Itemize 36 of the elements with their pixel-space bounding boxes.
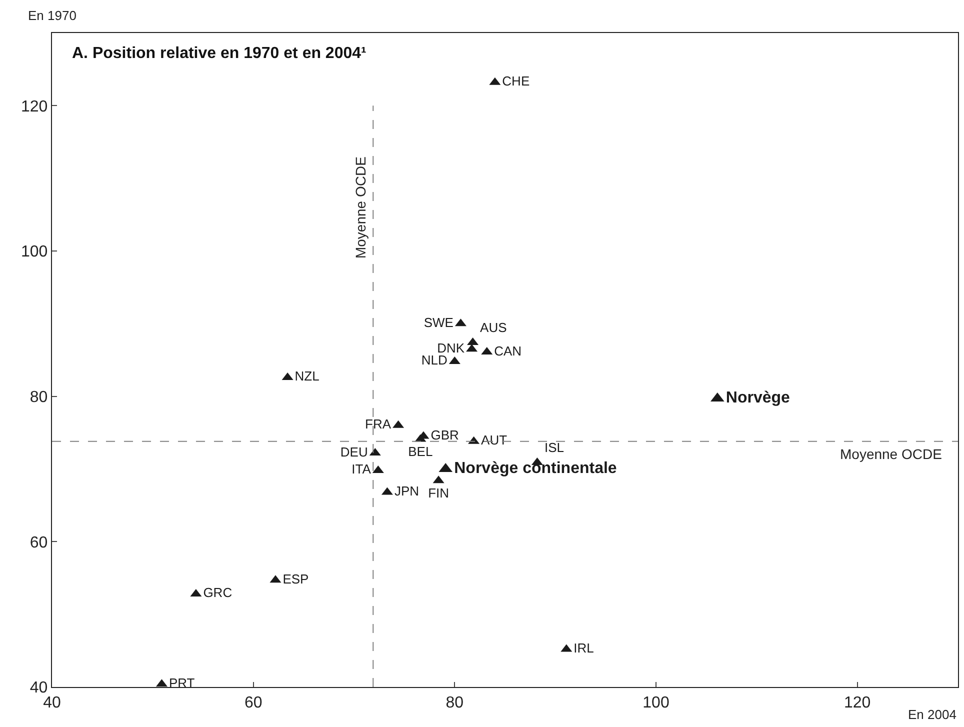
x-axis-title: En 2004 (908, 707, 956, 722)
data-label: NZL (294, 368, 320, 384)
x-tick-label: 40 (43, 694, 61, 712)
data-label: JPN (394, 484, 420, 498)
data-label: DEU (340, 444, 368, 460)
data-label: Norvège continentale (454, 460, 617, 477)
x-tick-label: 80 (446, 694, 464, 712)
x-tick-label: 100 (642, 694, 670, 712)
x-tick-label: 60 (244, 694, 262, 712)
data-label: DNK (437, 340, 465, 356)
data-label: SWE (424, 314, 454, 330)
ref-line-label: Moyenne OCDE (840, 446, 942, 462)
data-label: CAN (494, 343, 522, 358)
data-label: ITA (352, 462, 372, 477)
data-label: Norvège (726, 390, 790, 407)
data-label: FRA (365, 416, 392, 432)
data-label: IRL (574, 640, 594, 656)
data-label: CHE (502, 74, 530, 89)
data-label: NLD (421, 352, 448, 368)
data-label: PRT (168, 675, 195, 690)
y-tick-label: 40 (30, 680, 48, 697)
data-label: ISL (544, 440, 564, 455)
data-label: GBR (430, 428, 459, 443)
y-tick-label: 120 (20, 98, 48, 116)
y-axis-title: En 1970 (28, 8, 76, 23)
data-label: BEL (408, 444, 433, 460)
data-label: GRC (203, 585, 232, 600)
x-tick-label: 120 (844, 694, 871, 712)
ref-line-label: Moyenne OCDE (352, 156, 369, 259)
data-label: AUS (480, 320, 508, 336)
data-label: FIN (428, 486, 450, 501)
y-tick-label: 80 (30, 388, 48, 406)
data-label: ESP (282, 571, 309, 586)
text: A. Position relative en 1970 et en 2004¹ (72, 45, 366, 62)
y-tick-label: 100 (20, 244, 48, 261)
y-tick-label: 60 (30, 534, 48, 552)
